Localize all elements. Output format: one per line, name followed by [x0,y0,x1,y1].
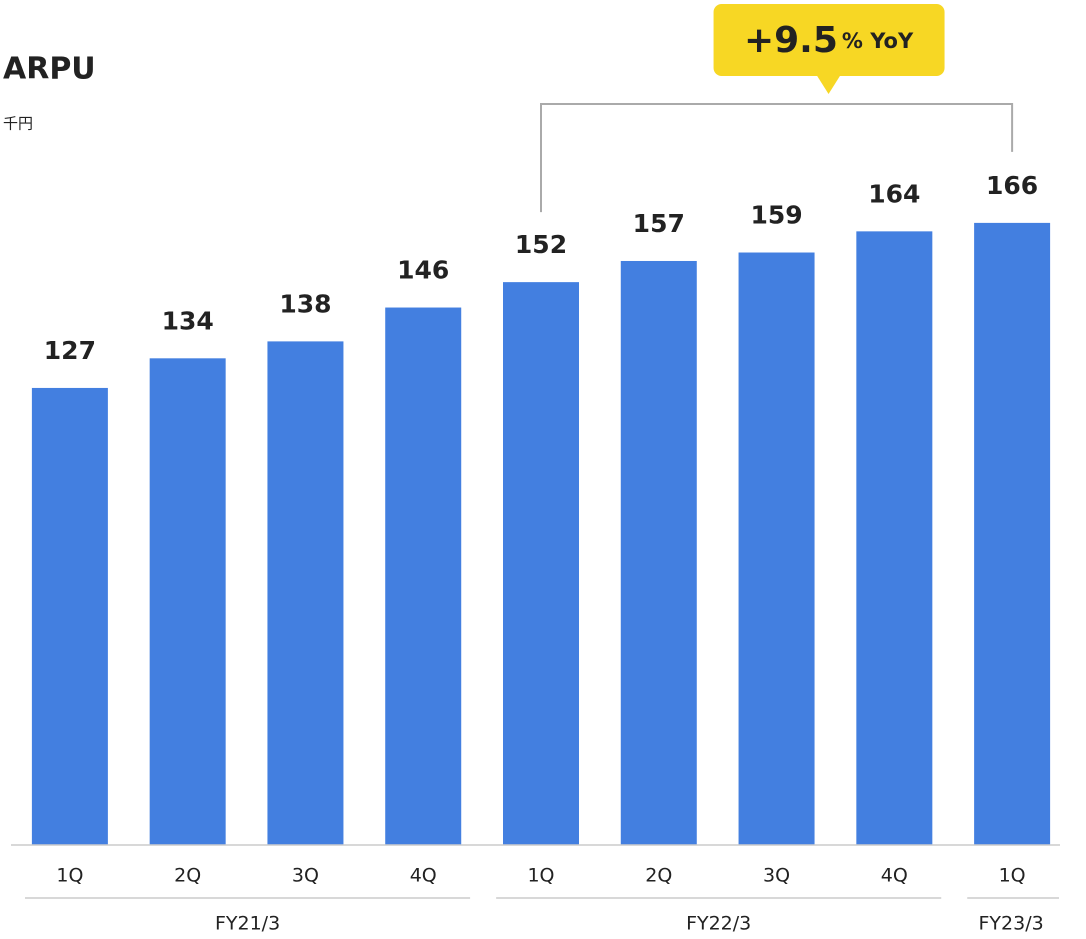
callout-pointer [816,75,841,94]
bar [149,358,226,845]
x-tick-label: 4Q [410,865,437,887]
value-label: 157 [633,209,685,238]
bar [738,252,815,846]
x-tick-label: 2Q [174,865,201,887]
value-label: 146 [397,256,449,285]
group-label: FY22/3 [686,913,751,935]
value-label: 164 [868,179,920,208]
bar [267,341,344,845]
bar [503,282,579,845]
bar [620,260,697,845]
value-label: 159 [750,201,802,230]
x-tick-label: 1Q [56,865,83,887]
bar [856,231,933,846]
group-label: FY21/3 [215,913,280,935]
value-label: 152 [515,230,567,259]
callout-text: +9.5% YoY [744,20,914,61]
x-tick-label: 1Q [999,865,1026,887]
bar [974,222,1051,845]
callout-main: +9.5 [744,20,838,61]
group-label: FY23/3 [979,913,1044,935]
value-label: 138 [279,289,331,318]
bracket [540,103,1014,213]
value-label: 134 [162,306,214,335]
x-tick-label: 1Q [527,865,554,887]
unit-label: 千円 [3,115,33,133]
bar [31,387,108,845]
callout-box [713,4,945,76]
x-tick-label: 3Q [763,865,790,887]
callout-unit: % YoY [842,29,914,53]
x-tick-label: 3Q [292,865,319,887]
value-label: 127 [44,336,96,365]
x-tick-label: 2Q [645,865,672,887]
value-label: 166 [986,171,1038,200]
chart-title: ARPU [3,52,96,87]
bar [385,307,462,845]
x-tick-label: 4Q [881,865,908,887]
